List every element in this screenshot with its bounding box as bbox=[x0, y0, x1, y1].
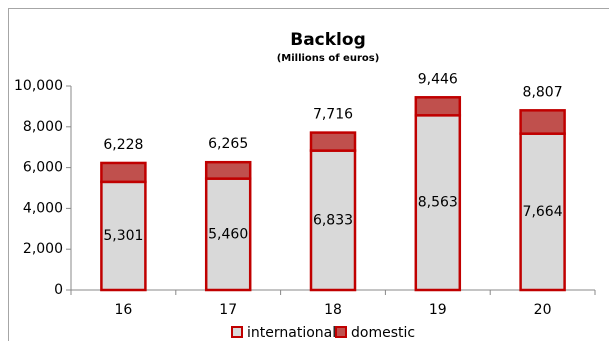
y-tick-label: 2,000 bbox=[23, 241, 63, 257]
bar-segment bbox=[519, 132, 566, 292]
legend-label: international bbox=[247, 325, 336, 341]
bar-segment bbox=[204, 160, 252, 180]
bar-segment bbox=[100, 161, 147, 184]
legend-label: domestic bbox=[351, 325, 415, 341]
total-label: 9,446 bbox=[418, 71, 458, 87]
x-tick-label: 19 bbox=[429, 302, 447, 318]
total-label: 7,716 bbox=[313, 107, 353, 123]
legend-swatch bbox=[231, 326, 243, 338]
x-tick-label: 17 bbox=[219, 302, 237, 318]
x-tick-label: 16 bbox=[114, 302, 132, 318]
total-label: 6,228 bbox=[103, 137, 143, 153]
legend-swatch bbox=[335, 326, 347, 338]
total-label: 6,265 bbox=[208, 136, 248, 152]
chart-title: Backlog bbox=[290, 30, 366, 50]
bar-value-label: 5,301 bbox=[103, 228, 143, 244]
bar-segment bbox=[309, 149, 357, 292]
bar-segment bbox=[519, 109, 566, 135]
bar-segment bbox=[414, 114, 462, 292]
bar-segment bbox=[414, 96, 462, 117]
bar-value-label: 5,460 bbox=[208, 226, 248, 242]
y-tick-label: 6,000 bbox=[23, 160, 63, 176]
bar-segment bbox=[309, 131, 357, 152]
y-tick-label: 4,000 bbox=[23, 200, 63, 216]
y-tick-label: 0 bbox=[54, 282, 63, 298]
x-tick-label: 20 bbox=[534, 302, 552, 318]
bar-value-label: 7,664 bbox=[523, 204, 563, 220]
chart-subtitle: (Millions of euros) bbox=[277, 53, 380, 64]
total-label: 8,807 bbox=[523, 84, 563, 100]
y-tick-label: 10,000 bbox=[14, 78, 63, 94]
y-tick-label: 8,000 bbox=[23, 119, 63, 135]
bar-segment bbox=[100, 180, 147, 292]
bar-value-label: 8,563 bbox=[418, 195, 458, 211]
x-tick-label: 18 bbox=[324, 302, 342, 318]
bar-value-label: 6,833 bbox=[313, 212, 353, 228]
chart-frame bbox=[8, 8, 609, 341]
